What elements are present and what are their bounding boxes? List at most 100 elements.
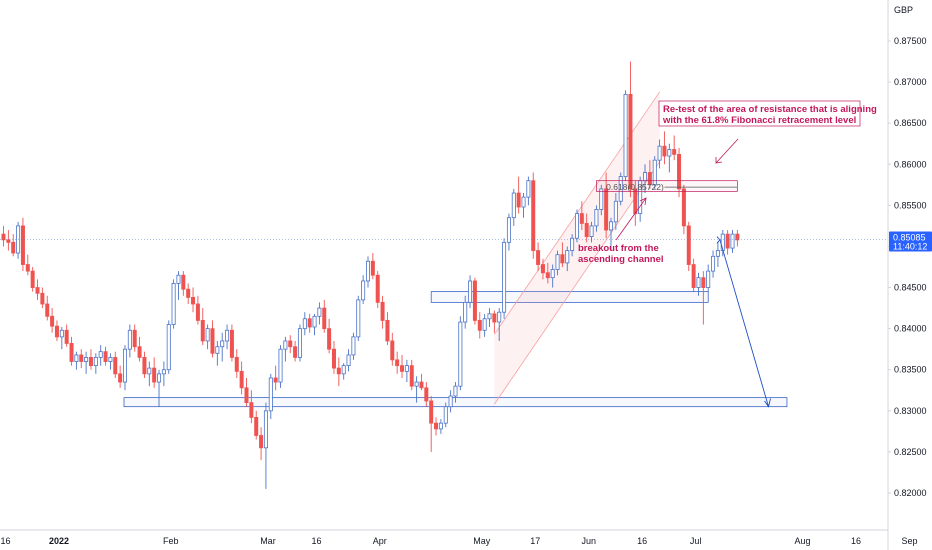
candle-body bbox=[536, 250, 541, 265]
candle-body bbox=[701, 277, 706, 288]
annotation-retest-box bbox=[658, 100, 861, 127]
candle-body bbox=[506, 217, 511, 243]
candle-body bbox=[730, 233, 735, 249]
x-tick-label: 16 bbox=[312, 536, 322, 546]
candle-body bbox=[516, 192, 521, 208]
candles bbox=[1, 61, 740, 489]
candle-body bbox=[647, 172, 652, 186]
y-tick-label: 0.82500 bbox=[894, 447, 927, 457]
candle-body bbox=[604, 188, 609, 231]
candle-body bbox=[239, 370, 244, 389]
y-tick-label: 0.84000 bbox=[894, 324, 927, 334]
candle-body bbox=[191, 297, 196, 305]
candle-body bbox=[103, 351, 108, 362]
candle-body bbox=[331, 348, 336, 369]
candle-body bbox=[380, 301, 385, 321]
candle-body bbox=[88, 357, 93, 367]
candle-body bbox=[589, 225, 594, 237]
annotation-retest-arrowhead bbox=[715, 157, 723, 164]
candle-body bbox=[341, 365, 346, 375]
candle-body bbox=[45, 303, 50, 317]
candle-body bbox=[487, 313, 492, 320]
candle-body bbox=[157, 373, 162, 383]
candle-body bbox=[443, 406, 448, 424]
candle-body bbox=[118, 373, 123, 383]
candle-body bbox=[254, 417, 259, 436]
candle-body bbox=[59, 329, 64, 338]
x-tick-label: Jun bbox=[581, 536, 596, 546]
x-tick-label: 2022 bbox=[49, 536, 69, 546]
candle-body bbox=[570, 237, 575, 251]
candle-body bbox=[93, 357, 98, 367]
candle-body bbox=[395, 359, 400, 367]
projection-arrowhead bbox=[764, 398, 771, 408]
candle-body bbox=[677, 154, 682, 190]
candle-body bbox=[385, 320, 390, 342]
candle-body bbox=[132, 329, 137, 348]
candle-body bbox=[555, 254, 560, 270]
candle-body bbox=[599, 188, 604, 210]
candle-body bbox=[302, 318, 307, 330]
candle-body bbox=[438, 422, 443, 430]
candle-body bbox=[244, 387, 249, 404]
candle-body bbox=[633, 188, 638, 214]
y-tick-label: 0.86500 bbox=[894, 118, 927, 128]
x-tick-label: Mar bbox=[260, 536, 276, 546]
last-price-badge bbox=[889, 231, 932, 252]
candle-body bbox=[259, 435, 264, 449]
candle-body bbox=[229, 329, 234, 358]
candle-body bbox=[312, 315, 317, 328]
candle-body bbox=[560, 254, 565, 264]
x-tick-label: Apr bbox=[373, 536, 387, 546]
candle-body bbox=[152, 367, 157, 383]
candle-body bbox=[200, 320, 205, 342]
candle-body bbox=[361, 280, 366, 301]
candle-body bbox=[142, 357, 147, 375]
candle-body bbox=[735, 233, 740, 241]
candle-body bbox=[609, 221, 614, 231]
candle-body bbox=[681, 188, 686, 227]
y-tick-label: 0.87000 bbox=[894, 77, 927, 87]
candle-body bbox=[113, 357, 118, 375]
candle-body bbox=[186, 288, 191, 298]
candle-body bbox=[356, 299, 361, 338]
candle-body bbox=[98, 351, 103, 358]
candle-body bbox=[215, 346, 220, 354]
candle-body bbox=[11, 241, 16, 254]
candle-body bbox=[79, 354, 84, 362]
candle-body bbox=[434, 422, 439, 430]
candle-body bbox=[69, 343, 74, 362]
candle-body bbox=[623, 94, 628, 177]
candle-body bbox=[477, 320, 482, 331]
candle-body bbox=[429, 400, 434, 424]
candle-body bbox=[123, 348, 128, 383]
y-tick-label: 0.87500 bbox=[894, 36, 927, 46]
candle-body bbox=[424, 387, 429, 402]
candle-body bbox=[1, 233, 6, 241]
candle-body bbox=[463, 301, 468, 323]
y-tick-label: 0.83500 bbox=[894, 365, 927, 375]
candle-body bbox=[307, 318, 312, 328]
fib-level-box bbox=[596, 180, 738, 192]
candle-body bbox=[375, 274, 380, 303]
candle-body bbox=[531, 180, 536, 251]
candle-body bbox=[526, 180, 531, 198]
channel-fill bbox=[494, 91, 660, 405]
candle-body bbox=[468, 280, 473, 303]
candle-body bbox=[618, 176, 623, 202]
candle-body bbox=[419, 381, 424, 389]
candle-body bbox=[511, 192, 516, 219]
candle-body bbox=[283, 340, 288, 350]
candle-body bbox=[181, 274, 186, 290]
candle-body bbox=[594, 209, 599, 227]
candle-body bbox=[195, 303, 200, 321]
candle-body bbox=[108, 357, 113, 362]
candle-body bbox=[414, 381, 419, 387]
candle-body bbox=[176, 274, 181, 284]
candle-body bbox=[327, 328, 332, 350]
candle-body bbox=[652, 159, 657, 186]
candle-body bbox=[210, 328, 215, 354]
candle-body bbox=[691, 264, 696, 288]
candle-body bbox=[346, 354, 351, 367]
